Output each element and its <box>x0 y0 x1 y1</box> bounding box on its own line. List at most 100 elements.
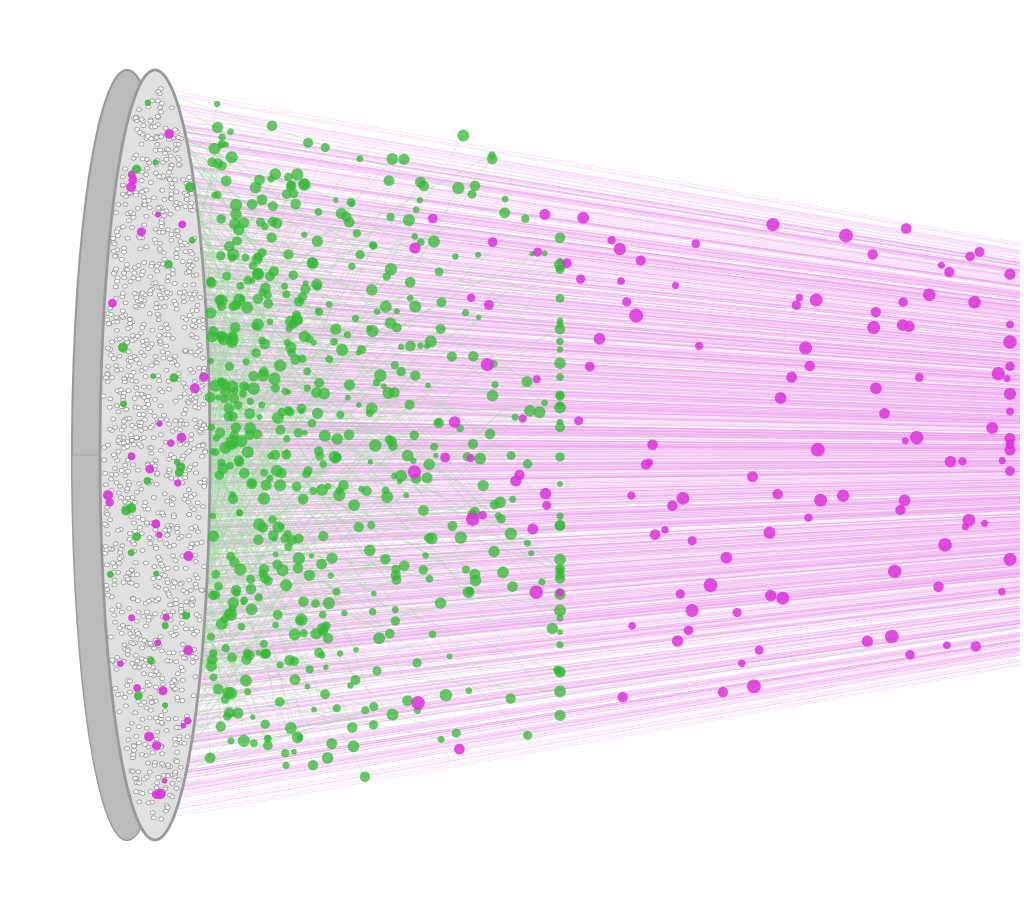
Point <box>537 207 553 222</box>
Ellipse shape <box>133 561 138 565</box>
Ellipse shape <box>180 642 185 646</box>
Ellipse shape <box>120 175 125 179</box>
Point <box>213 455 229 470</box>
Ellipse shape <box>139 392 144 396</box>
Ellipse shape <box>170 272 175 276</box>
Point <box>381 432 397 447</box>
Ellipse shape <box>125 373 130 378</box>
Ellipse shape <box>193 405 198 409</box>
Point <box>203 630 219 644</box>
Point <box>214 130 230 145</box>
Ellipse shape <box>132 397 137 400</box>
Ellipse shape <box>160 676 165 681</box>
Point <box>297 282 313 297</box>
Ellipse shape <box>171 543 176 547</box>
Ellipse shape <box>108 397 113 400</box>
Ellipse shape <box>140 291 145 295</box>
Ellipse shape <box>189 252 195 256</box>
Ellipse shape <box>108 405 113 410</box>
Ellipse shape <box>120 295 125 298</box>
Point <box>519 728 536 743</box>
Point <box>222 608 239 622</box>
Ellipse shape <box>188 546 193 550</box>
Point <box>641 455 657 470</box>
Ellipse shape <box>127 679 132 682</box>
Ellipse shape <box>202 367 207 370</box>
Ellipse shape <box>167 458 171 461</box>
Ellipse shape <box>140 549 145 552</box>
Point <box>248 180 264 195</box>
Ellipse shape <box>182 497 187 501</box>
Point <box>282 653 298 668</box>
Ellipse shape <box>133 379 138 383</box>
Point <box>528 372 545 387</box>
Point <box>426 234 442 248</box>
Ellipse shape <box>127 581 132 584</box>
Ellipse shape <box>164 474 169 478</box>
Ellipse shape <box>160 762 165 765</box>
Point <box>178 608 195 622</box>
Ellipse shape <box>157 286 162 289</box>
Point <box>552 254 568 268</box>
Ellipse shape <box>191 492 197 496</box>
Ellipse shape <box>157 792 162 795</box>
Point <box>152 528 168 542</box>
Point <box>715 685 731 700</box>
Ellipse shape <box>105 593 111 597</box>
Ellipse shape <box>181 454 186 458</box>
Point <box>256 491 272 506</box>
Ellipse shape <box>201 505 206 509</box>
Ellipse shape <box>197 444 202 448</box>
Point <box>347 672 364 687</box>
Ellipse shape <box>179 534 184 539</box>
Ellipse shape <box>167 544 172 549</box>
Ellipse shape <box>124 268 129 271</box>
Point <box>497 192 513 207</box>
Ellipse shape <box>200 427 205 431</box>
Ellipse shape <box>115 655 120 660</box>
Point <box>225 299 242 314</box>
Ellipse shape <box>193 379 198 383</box>
Ellipse shape <box>162 779 167 783</box>
Ellipse shape <box>197 422 202 427</box>
Ellipse shape <box>116 234 121 238</box>
Ellipse shape <box>160 752 165 755</box>
Ellipse shape <box>163 528 168 532</box>
Point <box>267 448 284 462</box>
Ellipse shape <box>141 395 146 399</box>
Ellipse shape <box>200 588 205 592</box>
Ellipse shape <box>154 241 159 245</box>
Ellipse shape <box>150 701 154 704</box>
Point <box>217 641 233 655</box>
Point <box>552 568 568 582</box>
Point <box>971 245 987 259</box>
Ellipse shape <box>115 338 120 341</box>
Ellipse shape <box>154 785 159 790</box>
Ellipse shape <box>151 665 156 669</box>
Ellipse shape <box>142 418 147 421</box>
Point <box>459 450 475 464</box>
Ellipse shape <box>177 439 182 443</box>
Ellipse shape <box>148 695 153 700</box>
Ellipse shape <box>106 322 112 326</box>
Ellipse shape <box>165 351 170 355</box>
Ellipse shape <box>130 509 135 512</box>
Point <box>244 477 260 491</box>
Ellipse shape <box>170 602 174 607</box>
Point <box>808 293 824 308</box>
Point <box>279 431 295 446</box>
Ellipse shape <box>193 418 198 422</box>
Ellipse shape <box>129 551 134 555</box>
Point <box>213 138 229 153</box>
Point <box>223 733 240 748</box>
Point <box>206 141 222 156</box>
Ellipse shape <box>148 790 154 794</box>
Ellipse shape <box>174 526 179 531</box>
Ellipse shape <box>103 544 109 549</box>
Ellipse shape <box>136 277 141 281</box>
Point <box>245 710 261 724</box>
Point <box>273 405 290 420</box>
Point <box>260 573 276 588</box>
Ellipse shape <box>173 743 178 747</box>
Ellipse shape <box>142 504 147 508</box>
